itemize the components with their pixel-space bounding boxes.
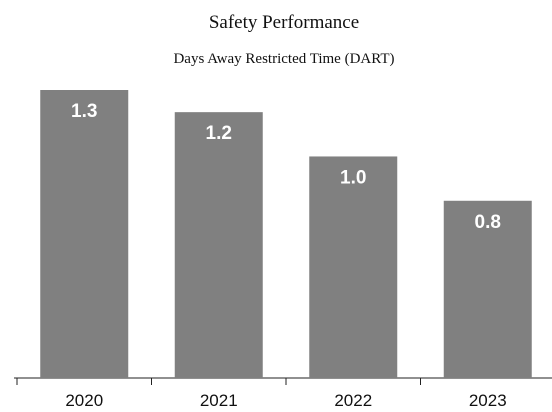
x-tick-label: 2022 bbox=[334, 391, 372, 410]
chart-title: Safety Performance bbox=[209, 12, 359, 33]
chart-subtitle: Days Away Restricted Time (DART) bbox=[173, 51, 394, 67]
bar bbox=[443, 200, 532, 378]
x-tick-label: 2023 bbox=[469, 391, 507, 410]
bar bbox=[40, 90, 129, 378]
data-label: 1.2 bbox=[206, 123, 232, 144]
bar bbox=[174, 112, 263, 379]
data-label: 0.8 bbox=[475, 212, 501, 233]
data-label: 1.3 bbox=[71, 101, 97, 122]
bar bbox=[309, 156, 398, 378]
x-tick-label: 2020 bbox=[65, 391, 103, 410]
x-tick-label: 2021 bbox=[200, 391, 238, 410]
data-label: 1.0 bbox=[340, 167, 366, 188]
